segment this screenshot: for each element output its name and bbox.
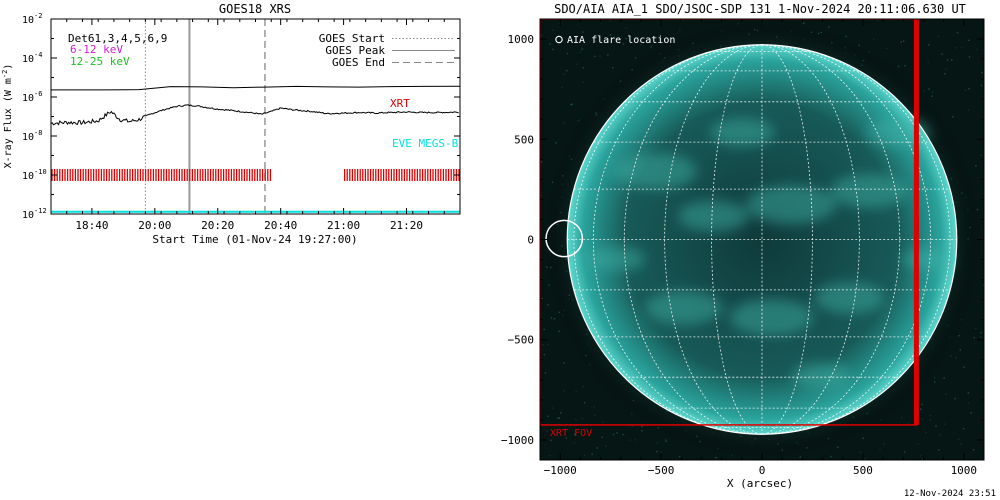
channel-labels: Det61,3,4,5,6,9 6-12 keV 12-25 keV bbox=[68, 32, 167, 68]
goes-legend: GOES Start GOES Peak GOES End bbox=[319, 32, 455, 69]
aia-y-tick-label: 0 bbox=[527, 234, 534, 247]
goes-x-tick-label: 21:20 bbox=[390, 219, 423, 232]
xrt-obs-interval-1 bbox=[343, 169, 460, 181]
flare-location-circle bbox=[545, 219, 584, 258]
aia-axis-ticks: −1000 −500 0 500 1000 1000 500 0 −500 −1000 bbox=[501, 19, 984, 477]
goes-y-tick-label: 10-10 bbox=[22, 168, 47, 182]
goes-y-tick-label: 10-4 bbox=[22, 51, 42, 65]
xrt-obs-interval-0 bbox=[51, 169, 272, 181]
footer-timestamp: 12-Nov-2024 23:51 bbox=[904, 489, 996, 499]
xrt-label: XRT bbox=[390, 97, 410, 110]
goes-y-tick-label: 10-6 bbox=[22, 90, 42, 104]
series-long bbox=[51, 85, 460, 91]
aia-x-tick-label: 0 bbox=[759, 464, 766, 477]
eve-label: EVE MEGS-B bbox=[392, 137, 459, 150]
goes-y-tick-label: 10-2 bbox=[22, 12, 42, 26]
aia-y-tick-label: 500 bbox=[514, 133, 534, 146]
goes-x-tick-label: 20:40 bbox=[264, 219, 297, 232]
xrt-observation-marks bbox=[51, 169, 460, 181]
legend-goes-start: GOES Start bbox=[319, 32, 385, 45]
aia-x-tick-label: −1000 bbox=[544, 464, 577, 477]
legend-goes-end: GOES End bbox=[332, 56, 385, 69]
aia-x-tick-label: 500 bbox=[853, 464, 873, 477]
goes-axis-ticks: 18:40 20:00 20:20 20:40 21:00 21:20 10-2 10-4 10… bbox=[22, 12, 461, 232]
channel-label-det: Det61,3,4,5,6,9 bbox=[68, 32, 167, 45]
goes-panel: GOES18 XRS 18:40 20:00 20:20 20:40 21:00 21:2… bbox=[1, 2, 461, 246]
goes-x-tick-label: 20:00 bbox=[138, 219, 171, 232]
flare-legend-symbol bbox=[555, 35, 563, 44]
goes-x-tick-label: 18:40 bbox=[75, 219, 108, 232]
event-lines bbox=[144, 19, 266, 214]
aia-x-axis-label: X (arcsec) bbox=[727, 477, 793, 490]
ylabel-exp: -2 bbox=[1, 70, 9, 78]
goes-x-axis-label: Start Time (01-Nov-24 19:27:00) bbox=[152, 233, 357, 246]
aia-panel: SDO/AIA AIA_1 SDO/JSOC-SDP 131 1-Nov-202… bbox=[501, 2, 985, 490]
goes-y-tick-label: 10-12 bbox=[22, 207, 47, 221]
aia-x-tick-label: 1000 bbox=[951, 464, 978, 477]
aia-y-tick-label: 1000 bbox=[508, 33, 535, 46]
goes-x-tick-label: 21:00 bbox=[327, 219, 360, 232]
solar-disk bbox=[567, 44, 957, 435]
ylabel-main: X-ray Flux (W m bbox=[3, 78, 14, 168]
channel-label-high: 12-25 keV bbox=[70, 55, 130, 68]
goes-y-tick-label: 10-8 bbox=[22, 129, 42, 143]
xrt-fov-label: XRT FOV bbox=[550, 428, 592, 439]
goes-y-axis-label: X-ray Flux (W m-2) bbox=[1, 64, 14, 169]
aia-title: SDO/AIA AIA_1 SDO/JSOC-SDP 131 1-Nov-202… bbox=[554, 2, 966, 16]
xrt-fov-right-edge bbox=[913, 19, 919, 425]
channel-label-low: 6-12 keV bbox=[70, 43, 123, 56]
solar-limb bbox=[566, 44, 958, 435]
aia-y-tick-label: −500 bbox=[508, 334, 535, 347]
goes-x-tick-label: 20:20 bbox=[201, 219, 234, 232]
heliographic-grid bbox=[567, 44, 957, 435]
goes-title: GOES18 XRS bbox=[219, 2, 291, 16]
aia-x-tick-label: −500 bbox=[648, 464, 675, 477]
series-short bbox=[51, 104, 459, 126]
aia-y-tick-label: −1000 bbox=[501, 434, 534, 447]
active-region-features bbox=[587, 118, 954, 389]
ylabel-close: ) bbox=[3, 64, 14, 70]
legend-goes-peak: GOES Peak bbox=[325, 44, 385, 57]
flare-legend-label: AIA flare location bbox=[567, 35, 675, 46]
